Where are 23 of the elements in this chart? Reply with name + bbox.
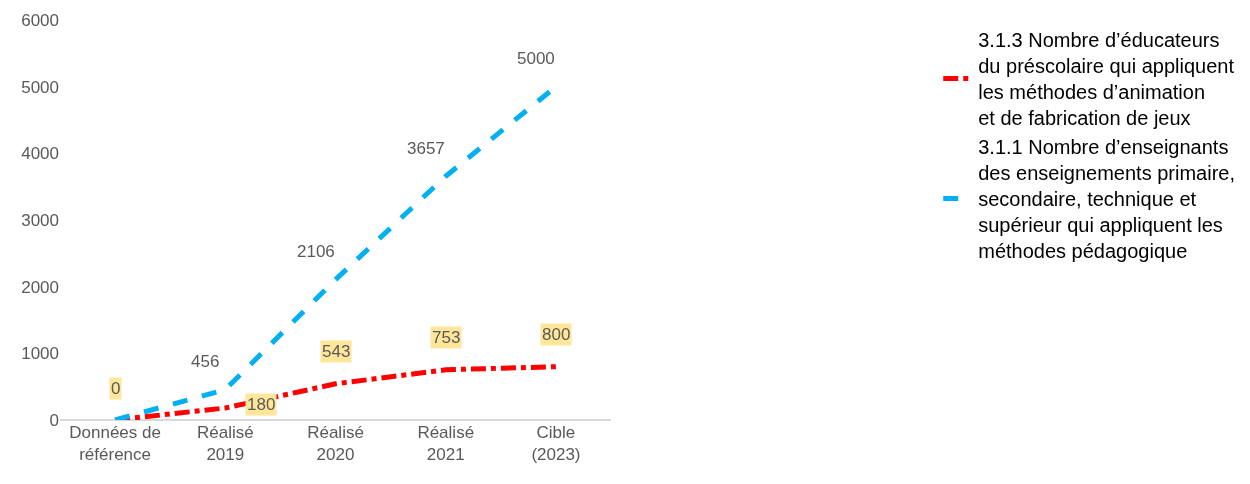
data-label: 543	[322, 342, 351, 361]
data-label: 180	[247, 395, 276, 414]
x-tick-label: Cible (2023)	[531, 423, 581, 465]
data-label: 0	[111, 379, 121, 398]
y-tick-label: 3000	[21, 210, 59, 230]
y-tick-label: 0	[49, 410, 59, 430]
data-label: 800	[542, 325, 571, 344]
x-tick-label: Réalisé 2020	[307, 423, 364, 465]
x-tick-label: Réalisé 2019	[196, 423, 254, 465]
data-label: 3657	[407, 139, 445, 158]
legend-label: 3.1.1 Nombre d’enseignants des enseignements primaire, secondaire, technique et supérieur qui appliquent les méthodes pédagogique	[978, 136, 1236, 263]
data-label: 5000	[517, 49, 555, 68]
x-tick-label: Réalisé 2021	[417, 423, 475, 465]
y-tick-label: 1000	[21, 344, 59, 364]
data-label: 2106	[297, 242, 335, 261]
data-label: 753	[432, 328, 461, 347]
legend-label: 3.1.3 Nombre d’éducateurs du préscolaire qui appliquent les méthodes d’animation et de fabrication de jeux	[978, 29, 1235, 130]
y-tick-label: 6000	[21, 10, 59, 30]
y-tick-label: 4000	[21, 144, 59, 164]
data-label: 456	[191, 352, 220, 371]
x-tick-label: Données de référence	[69, 423, 161, 465]
y-tick-label: 2000	[21, 277, 59, 297]
y-tick-label: 5000	[21, 77, 59, 97]
